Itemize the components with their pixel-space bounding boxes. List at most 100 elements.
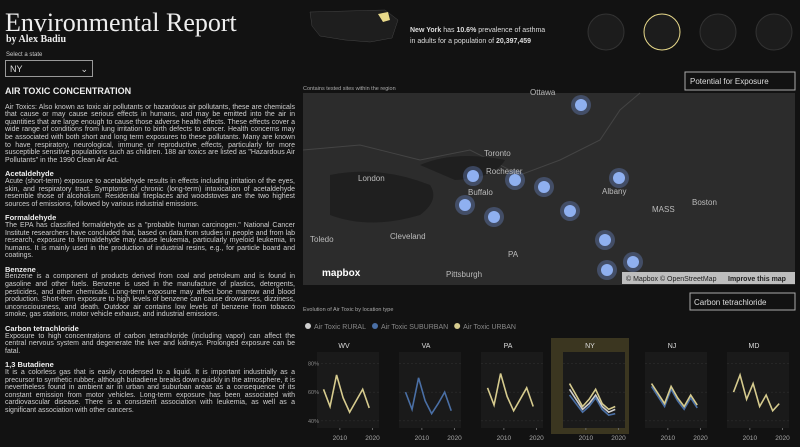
map-caption: Contains tested sites within the region xyxy=(303,86,396,92)
lake xyxy=(330,171,434,223)
legend-label: Air Toxic RURAL xyxy=(314,324,366,331)
attribution: © Mapbox © OpenStreetMap xyxy=(626,275,717,283)
x-tick-label: 2010 xyxy=(579,435,594,442)
exposure-select[interactable] xyxy=(684,71,796,91)
section-text: Benzene is a component of products deriv… xyxy=(5,273,295,319)
y-tick-label: 80% xyxy=(308,361,319,367)
map-label: Toronto xyxy=(484,149,511,158)
site xyxy=(613,172,625,184)
icons xyxy=(587,13,793,51)
chevron: ⌄ xyxy=(80,64,88,74)
title: Environmental Report xyxy=(5,8,237,37)
panel-bg xyxy=(399,352,461,428)
panel-label: VA xyxy=(422,343,431,350)
x-tick-label: 2020 xyxy=(365,435,380,442)
site xyxy=(564,205,576,217)
map-label: Cleveland xyxy=(390,232,426,241)
improve-map: Improve this map xyxy=(728,276,786,283)
section-text: Acute (short-term) exposure to acetaldeh… xyxy=(5,177,295,208)
y-tick-label: 40% xyxy=(308,419,319,425)
map-label: MASS xyxy=(652,205,675,214)
us-shape xyxy=(309,9,399,43)
series-line xyxy=(404,377,452,416)
panel-label: NY xyxy=(585,343,595,350)
map-label: Rochester xyxy=(486,167,523,176)
series-line xyxy=(486,373,534,413)
summary-text: prevalence of asthma xyxy=(476,27,545,34)
state-select[interactable]: NY ⌄ xyxy=(5,60,93,77)
map-border xyxy=(302,92,641,176)
series-line xyxy=(322,374,370,414)
x-tick-label: 2020 xyxy=(693,435,708,442)
section-heading: Carbon tetrachloride xyxy=(5,324,79,334)
site xyxy=(601,264,613,276)
article-heading: AIR TOXIC CONCENTRATION xyxy=(5,86,132,96)
legend-swatch xyxy=(305,323,311,329)
site xyxy=(459,199,471,211)
toxic-label: Carbon tetrachloride xyxy=(694,298,767,307)
legend-label: Air Toxic SUBURBAN xyxy=(381,324,448,331)
ny-highlight xyxy=(378,12,390,22)
map-logo: mapbox xyxy=(322,268,361,279)
summary-line2: in adults for a population of 20,397,459 xyxy=(410,38,531,45)
lake xyxy=(420,156,505,180)
icon-cloud[interactable] xyxy=(699,13,737,51)
section-text: It is a colorless gas that is easily con… xyxy=(5,369,295,414)
icon-leaf[interactable] xyxy=(755,13,793,51)
article-intro: Air Toxics: Also known as toxic air poll… xyxy=(5,103,295,164)
site xyxy=(538,181,550,193)
panel-bg xyxy=(481,352,543,428)
map-label: Boston xyxy=(692,198,717,207)
panel-label: NJ xyxy=(668,343,677,350)
panel-label: WV xyxy=(338,343,350,350)
legend-label: Air Toxic URBAN xyxy=(463,324,516,331)
x-tick-label: 2010 xyxy=(743,435,758,442)
site xyxy=(509,174,521,186)
x-tick-label: 2020 xyxy=(611,435,626,442)
chart-title: Evolution of Air Toxic by location type xyxy=(303,307,393,313)
x-tick-label: 2020 xyxy=(529,435,544,442)
selected-state: NY xyxy=(10,64,23,74)
y-tick-label: 60% xyxy=(308,390,319,396)
sites xyxy=(455,95,643,280)
x-tick-label: 2010 xyxy=(497,435,512,442)
x-tick-label: 2010 xyxy=(415,435,430,442)
summary-state: New York xyxy=(410,27,441,34)
map-label: Pittsburgh xyxy=(446,270,482,279)
summary-line1: New York has 10.6% prevalence of asthma xyxy=(410,27,545,34)
legend-swatch xyxy=(454,323,461,329)
site xyxy=(599,234,611,246)
series-line xyxy=(732,372,780,413)
section-text: The EPA has classified formaldehyde as a… xyxy=(5,221,295,260)
map-label: Ottawa xyxy=(530,88,556,97)
section-heading: Formaldehyde xyxy=(5,213,57,223)
attribution-bg xyxy=(622,272,795,284)
x-tick-label: 2010 xyxy=(661,435,676,442)
map-label: Toledo xyxy=(310,235,334,244)
left-panel: Environmental Report by Alex Badiu Selec… xyxy=(0,0,298,447)
series-line xyxy=(650,385,698,411)
site xyxy=(627,256,639,268)
author: by Alex Badiu xyxy=(6,34,67,45)
article: AIR TOXIC CONCENTRATION Air Toxics: Also… xyxy=(5,86,295,415)
icon-air[interactable] xyxy=(643,13,681,51)
summary-rate: 10.6% xyxy=(456,27,477,34)
icon-heart[interactable] xyxy=(587,13,625,51)
site xyxy=(575,99,587,111)
section-text: Exposure to high concentrations of carbo… xyxy=(5,332,295,355)
series-line xyxy=(568,383,616,411)
panel-bg xyxy=(317,352,379,428)
section-heading: Acetaldehyde xyxy=(5,169,54,179)
toxic-select[interactable] xyxy=(689,292,796,311)
site xyxy=(488,211,500,223)
exposure-label: Potential for Exposure xyxy=(690,77,769,86)
panel-label: PA xyxy=(504,343,513,350)
series-line xyxy=(568,388,616,414)
map-label: Albany xyxy=(602,187,626,196)
summary-text: in adults for a population of xyxy=(410,38,496,45)
x-tick-label: 2010 xyxy=(333,435,348,442)
panel-bg xyxy=(727,352,789,428)
legend-swatch xyxy=(372,323,378,329)
